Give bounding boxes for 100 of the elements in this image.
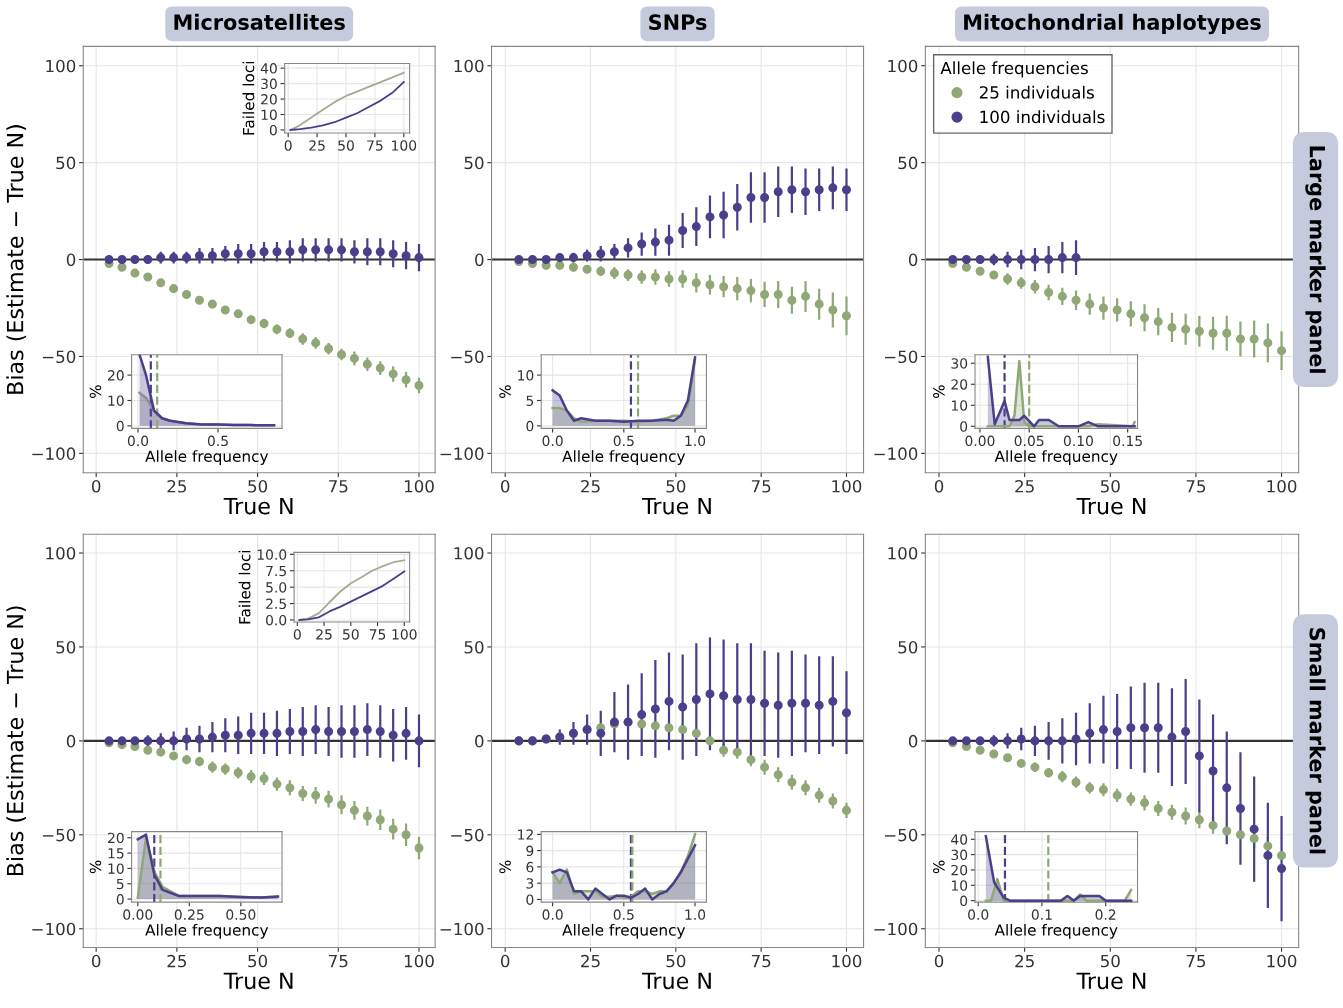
y-tick-label: 0: [908, 253, 918, 267]
y-tick-label: 0: [116, 894, 124, 905]
y-tick-label: 5.0: [266, 582, 287, 593]
y-tick-label: 0: [960, 895, 968, 907]
y-tick-label: 30: [951, 358, 968, 369]
x-tick-label: 75: [1186, 480, 1206, 493]
x-axis-title: True N: [642, 972, 711, 990]
y-tick-label: −50: [451, 828, 484, 842]
y-tick-label: 100: [46, 59, 76, 73]
y-tick-label: 30: [261, 78, 277, 90]
x-tick-label: 100: [404, 954, 434, 968]
y-tick-label: 12: [518, 829, 533, 840]
y-axis-title: %: [89, 385, 102, 399]
y-tick-label: 0: [526, 894, 534, 905]
y-tick-label: 10: [951, 400, 968, 411]
x-tick-label: 75: [329, 954, 348, 968]
y-tick-label: 20: [108, 370, 124, 381]
y-tick-label: −50: [884, 350, 918, 364]
y-tick-label: 0: [475, 253, 484, 267]
x-tick-label: 75: [367, 140, 383, 151]
y-tick-label: 6: [526, 861, 534, 873]
x-tick-label: 25: [1015, 479, 1034, 493]
x-tick-label: 0.5: [207, 435, 228, 447]
y-tick-label: 5: [116, 878, 124, 890]
y-tick-label: −50: [42, 350, 76, 364]
x-tick-label: 0: [500, 479, 510, 493]
x-axis-title: Allele frequency: [994, 923, 1118, 939]
y-tick-label: −100: [32, 922, 76, 936]
x-tick-label: 0: [91, 954, 101, 968]
y-tick-label: 15: [108, 848, 124, 859]
x-tick-label: 1.0: [685, 435, 706, 447]
x-tick-label: 50: [248, 954, 268, 968]
x-tick-label: 0.0: [542, 909, 563, 920]
y-tick-label: 10.0: [257, 549, 287, 560]
legend-title: Allele frequencies: [940, 61, 1088, 78]
x-axis-title: Allele frequency: [145, 923, 269, 939]
y-tick-label: 0: [116, 420, 124, 432]
chart-title: Mitochondrial haplotypes: [964, 13, 1261, 35]
x-tick-label: 100: [392, 629, 417, 640]
x-tick-label: 75: [1186, 954, 1206, 968]
y-tick-label: 0: [269, 124, 277, 136]
x-axis-title: True N: [223, 972, 293, 990]
x-tick-label: 100: [1267, 479, 1297, 493]
y-tick-label: 10: [518, 370, 534, 381]
y-tick-label: 0: [908, 734, 918, 748]
chart-title: SNPs: [649, 14, 707, 30]
x-tick-label: 100: [392, 140, 417, 151]
x-tick-label: 25: [309, 140, 325, 151]
x-axis-title: True N: [1076, 972, 1146, 990]
y-tick-label: 100: [454, 59, 484, 73]
x-axis-title: Allele frequency: [145, 450, 269, 465]
y-tick-label: 20: [261, 94, 277, 105]
x-tick-label: 0.0: [542, 435, 563, 447]
y-tick-label: 30: [951, 849, 968, 861]
x-tick-label: 25: [581, 954, 600, 968]
y-tick-label: −50: [451, 350, 484, 364]
y-tick-label: 100: [888, 59, 918, 73]
y-tick-label: 0: [526, 420, 534, 432]
y-tick-label: −50: [884, 828, 918, 842]
text: Small marker panel: [1305, 628, 1326, 854]
x-tick-label: 0: [91, 479, 101, 493]
x-tick-label: 0.10: [1063, 435, 1093, 447]
y-axis-title: Failed loci: [242, 62, 255, 135]
x-tick-label: 0.00: [965, 435, 995, 447]
x-tick-label: 0: [293, 629, 301, 640]
x-axis-title: Allele frequency: [562, 923, 686, 939]
x-tick-label: 50: [343, 629, 359, 640]
y-tick-label: −100: [874, 922, 918, 936]
y-axis-title: Bias (Estimate − True N): [6, 125, 27, 394]
y-tick-label: 5: [526, 395, 534, 406]
y-tick-label: −100: [440, 922, 484, 936]
y-tick-label: −100: [32, 447, 76, 460]
x-tick-label: 25: [581, 479, 600, 493]
y-tick-label: 7.5: [266, 565, 286, 577]
y-tick-label: 10: [108, 395, 124, 406]
x-tick-label: 0.5: [613, 909, 634, 920]
x-axis-title: Allele frequency: [994, 450, 1118, 465]
x-tick-label: 100: [832, 479, 862, 493]
y-axis-title: %: [89, 860, 102, 874]
x-tick-label: 75: [751, 954, 771, 968]
x-tick-label: 0.50: [226, 909, 256, 920]
y-tick-label: 10: [108, 863, 124, 874]
y-tick-label: 50: [464, 156, 484, 170]
y-tick-label: −50: [42, 828, 76, 842]
x-tick-label: 0.5: [613, 435, 634, 447]
x-axis-title: True N: [1076, 497, 1146, 515]
x-axis-title: Allele frequency: [562, 450, 686, 465]
legend-label: 25 individuals: [979, 85, 1094, 99]
x-tick-label: 75: [329, 480, 348, 493]
y-tick-label: 20: [951, 379, 968, 390]
y-axis-title: %: [499, 860, 511, 874]
y-tick-label: 40: [951, 834, 968, 845]
y-tick-label: −100: [874, 447, 918, 460]
y-tick-label: 10: [261, 109, 277, 120]
x-tick-label: 50: [666, 954, 686, 968]
y-tick-label: 50: [56, 156, 76, 170]
x-tick-label: 50: [1100, 479, 1120, 493]
y-tick-label: 0: [475, 734, 484, 748]
x-tick-label: 50: [338, 140, 354, 151]
x-tick-label: 0.2: [1095, 909, 1116, 920]
